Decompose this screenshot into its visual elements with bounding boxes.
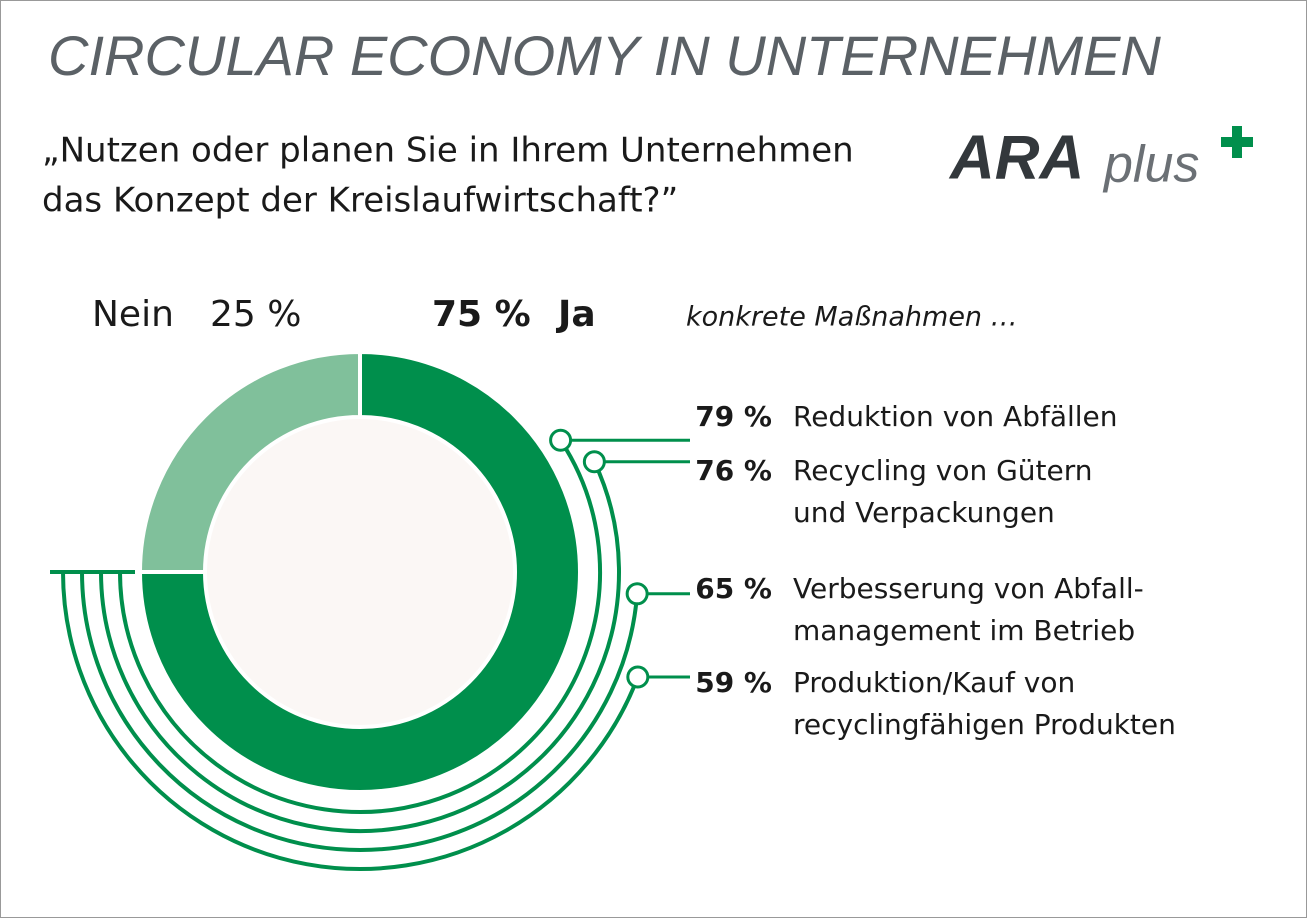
question-line: das Konzept der Kreislaufwirtschaft?” bbox=[42, 181, 678, 221]
category-label: Nein bbox=[92, 294, 174, 335]
measure-arc bbox=[118, 439, 602, 814]
arc-end bbox=[549, 428, 573, 452]
measure-label: management im Betrieb bbox=[793, 614, 1135, 647]
question-line: „Nutzen oder planen Sie in Ihrem Unterne… bbox=[42, 131, 854, 171]
logo-main: ARA bbox=[948, 123, 1084, 192]
logo-plus bbox=[1221, 126, 1253, 158]
value-label: 25 % bbox=[210, 294, 301, 335]
arc-end bbox=[625, 582, 649, 606]
measure-value: 65 % bbox=[695, 572, 772, 605]
value-label: 75 % bbox=[432, 294, 531, 335]
donut-hole bbox=[207, 419, 513, 725]
measure-label: Reduktion von Abfällen bbox=[793, 400, 1118, 433]
measure-arc bbox=[61, 571, 640, 871]
measure-label: Verbesserung von Abfall- bbox=[793, 572, 1144, 605]
arc-end bbox=[626, 665, 650, 689]
measure-arc bbox=[80, 571, 640, 852]
donut-segment bbox=[137, 349, 582, 794]
title: CIRCULAR ECONOMY IN UNTERNEHMEN bbox=[48, 24, 1161, 87]
category-label: Ja bbox=[555, 294, 596, 335]
subtitle: konkrete Maßnahmen … bbox=[686, 302, 1018, 333]
measure-label: Produktion/Kauf von bbox=[793, 666, 1075, 699]
measure-value: 79 % bbox=[695, 400, 772, 433]
measure-label: Recycling von Gütern bbox=[793, 454, 1093, 487]
measure-arc bbox=[99, 460, 621, 833]
measure-label: und Verpackungen bbox=[793, 496, 1055, 529]
arc-end bbox=[582, 450, 606, 474]
measure-value: 76 % bbox=[695, 454, 772, 487]
measure-value: 59 % bbox=[695, 666, 772, 699]
measure-label: recyclingfähigen Produkten bbox=[793, 708, 1176, 741]
logo-suffix: plus bbox=[1102, 136, 1199, 194]
